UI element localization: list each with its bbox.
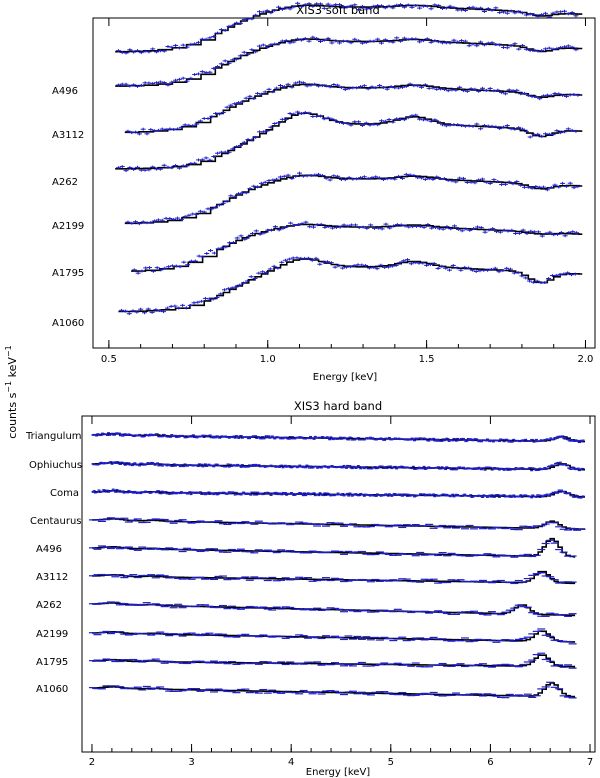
soft-xtick-label: 0.5	[101, 354, 117, 365]
soft-series-label: A496	[52, 86, 78, 97]
hard-series-label: A262	[36, 600, 62, 611]
hard-panel-frame	[81, 415, 596, 753]
soft-series-label: A2199	[52, 221, 84, 232]
hard-model-curve	[92, 602, 576, 617]
soft-model-curve	[124, 174, 583, 225]
soft-model-curve	[115, 38, 583, 87]
y-axis-label-exp2: −1	[4, 345, 13, 357]
soft-model-curve	[131, 223, 583, 272]
hard-series-label: A1795	[36, 657, 68, 668]
hard-xtick-label: 5	[388, 757, 394, 768]
y-axis-label-main: counts s	[6, 392, 19, 438]
hard-xtick-label: 6	[487, 757, 493, 768]
hard-series-label: Centaurus	[30, 516, 82, 527]
soft-xtick-label: 1.0	[260, 354, 276, 365]
soft-model-curve	[115, 112, 583, 170]
soft-xtick-label: 1.5	[419, 354, 435, 365]
soft-xtick-label: 2.0	[578, 354, 594, 365]
hard-panel-title: XIS3 hard band	[294, 399, 382, 413]
y-axis-label-exp1: −1	[4, 381, 13, 393]
soft-series-label: A1795	[52, 268, 84, 279]
soft-panel-frame	[92, 17, 596, 349]
hard-panel-xlabel: Energy [keV]	[306, 767, 371, 778]
hard-series-label: A1060	[36, 684, 68, 695]
hard-series-label: Triangulum	[25, 431, 82, 442]
soft-series-label: A262	[52, 177, 78, 188]
hard-xtick-label: 4	[288, 757, 294, 768]
hard-band-panel: XIS3 hard band 2 3 4 5 6 7 A1060 A1795 A2199 A262…	[25, 399, 596, 778]
soft-panel-marks: 0.5 1.0 1.5 2.0 A1060 A1795 A2199 A262 A3112 A496	[52, 1, 594, 365]
hard-series-label: Coma	[50, 488, 79, 499]
hard-xtick-label: 3	[188, 757, 194, 768]
soft-model-curve	[118, 258, 583, 313]
hard-xtick-label: 2	[89, 757, 95, 768]
hard-series-label: A496	[36, 544, 62, 555]
hard-xtick-label: 7	[587, 757, 593, 768]
y-axis-label-unit: keV	[6, 357, 19, 381]
hard-series-label: Ophiuchus	[29, 460, 82, 471]
hard-series-label: A3112	[36, 572, 68, 583]
soft-band-panel: XIS3 soft band 0.5 1.0 1.5 2.0A1060A1795A21…	[52, 1, 596, 383]
hard-series-label: A2199	[36, 629, 68, 640]
soft-series-label: A1060	[52, 318, 84, 329]
hard-model-curve	[92, 570, 576, 585]
hard-model-curve	[92, 537, 576, 558]
hard-panel-marks: 2 3 4 5 6 7 A1060 A1795 A2199 A262 A3112 A496 Centau…	[25, 416, 593, 768]
soft-panel-xlabel: Energy [keV]	[313, 372, 378, 383]
soft-series-label: A3112	[52, 130, 84, 141]
shared-y-axis-label: counts s−1 keV−1	[4, 345, 19, 438]
hard-model-curve	[92, 682, 576, 698]
